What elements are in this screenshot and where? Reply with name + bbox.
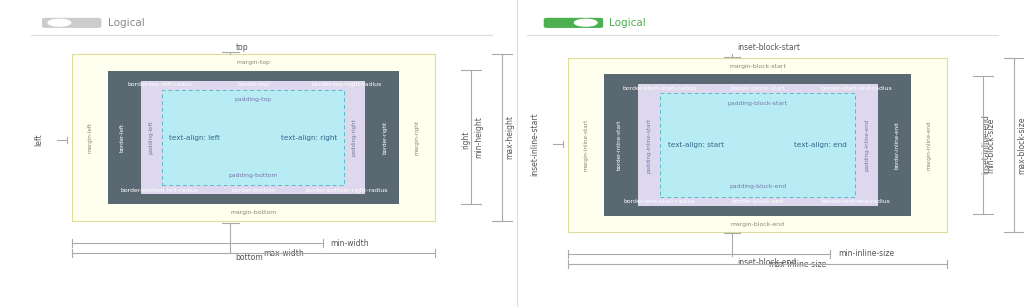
Bar <box>162 90 344 185</box>
Text: border-bottom-left-radius: border-bottom-left-radius <box>121 188 199 193</box>
Text: border-block-end: border-block-end <box>731 199 784 204</box>
Text: margin-bottom: margin-bottom <box>230 210 276 215</box>
Text: text-align: end: text-align: end <box>795 142 847 148</box>
Text: border-block-start: border-block-start <box>730 86 785 91</box>
Text: padding-block-end: padding-block-end <box>729 184 786 189</box>
Text: border-inline-start: border-inline-start <box>616 120 622 170</box>
Bar <box>141 81 365 194</box>
Text: border-right: border-right <box>383 121 388 154</box>
Text: margin-top: margin-top <box>237 60 270 65</box>
Text: min-width: min-width <box>331 239 370 248</box>
Text: padding-inline-start: padding-inline-start <box>646 118 651 173</box>
Text: bottom: bottom <box>236 253 263 262</box>
Text: border-top-right-radius: border-top-right-radius <box>311 82 382 87</box>
Text: border-end-start-radius: border-end-start-radius <box>624 199 695 204</box>
Text: margin-left: margin-left <box>87 122 92 153</box>
Circle shape <box>48 19 71 26</box>
Bar <box>72 54 435 221</box>
Text: right: right <box>462 130 470 149</box>
Text: min-inline-size: min-inline-size <box>838 249 894 258</box>
Text: border-end-end-radius: border-end-end-radius <box>821 199 891 204</box>
Text: border-bottom-right-radius: border-bottom-right-radius <box>305 188 388 193</box>
Text: max-inline-size: max-inline-size <box>768 259 826 269</box>
Text: inset-block-start: inset-block-start <box>737 43 801 52</box>
Bar <box>660 93 855 197</box>
Text: max-block-size: max-block-size <box>1017 116 1024 174</box>
Bar <box>568 58 947 232</box>
Text: min-block-size: min-block-size <box>986 117 995 173</box>
Text: padding-top: padding-top <box>234 97 271 102</box>
Text: inset-block-end: inset-block-end <box>737 258 797 267</box>
Text: inset-inline-end: inset-inline-end <box>982 114 990 174</box>
Text: margin-block-end: margin-block-end <box>731 222 784 227</box>
Text: border-start-end-radius: border-start-end-radius <box>820 86 892 91</box>
Text: padding-right: padding-right <box>352 119 357 157</box>
Text: margin-right: margin-right <box>415 120 420 155</box>
Text: padding-left: padding-left <box>148 121 154 154</box>
Text: text-align: right: text-align: right <box>281 134 337 141</box>
Text: margin-inline-start: margin-inline-start <box>584 119 589 171</box>
Text: border-bottom: border-bottom <box>231 188 275 193</box>
Text: padding-inline-end: padding-inline-end <box>864 119 869 171</box>
Text: border-inline-end: border-inline-end <box>894 121 899 169</box>
FancyBboxPatch shape <box>42 18 101 28</box>
Text: text-align: left: text-align: left <box>169 134 220 141</box>
Text: border-left: border-left <box>119 123 124 152</box>
Text: margin-block-start: margin-block-start <box>729 64 786 68</box>
Text: border-start-start-radius: border-start-start-radius <box>623 86 696 91</box>
Bar <box>604 74 911 216</box>
Text: border-top: border-top <box>238 82 269 87</box>
Text: border-top-left-radius: border-top-left-radius <box>127 82 193 87</box>
Bar <box>108 71 399 204</box>
Text: min-height: min-height <box>474 116 483 158</box>
Text: Logical: Logical <box>609 18 646 28</box>
Text: padding-block-start: padding-block-start <box>728 101 787 106</box>
Circle shape <box>574 19 597 26</box>
Text: max-width: max-width <box>264 249 304 258</box>
Text: margin-inline-end: margin-inline-end <box>927 120 932 170</box>
FancyBboxPatch shape <box>544 18 603 28</box>
Text: Logical: Logical <box>108 18 144 28</box>
Text: padding-bottom: padding-bottom <box>228 173 278 178</box>
Text: max-height: max-height <box>505 115 514 159</box>
Text: text-align: start: text-align: start <box>669 142 724 148</box>
Text: left: left <box>35 133 43 146</box>
Text: top: top <box>236 43 248 52</box>
Text: inset-inline-start: inset-inline-start <box>530 112 539 176</box>
Bar <box>638 84 878 206</box>
